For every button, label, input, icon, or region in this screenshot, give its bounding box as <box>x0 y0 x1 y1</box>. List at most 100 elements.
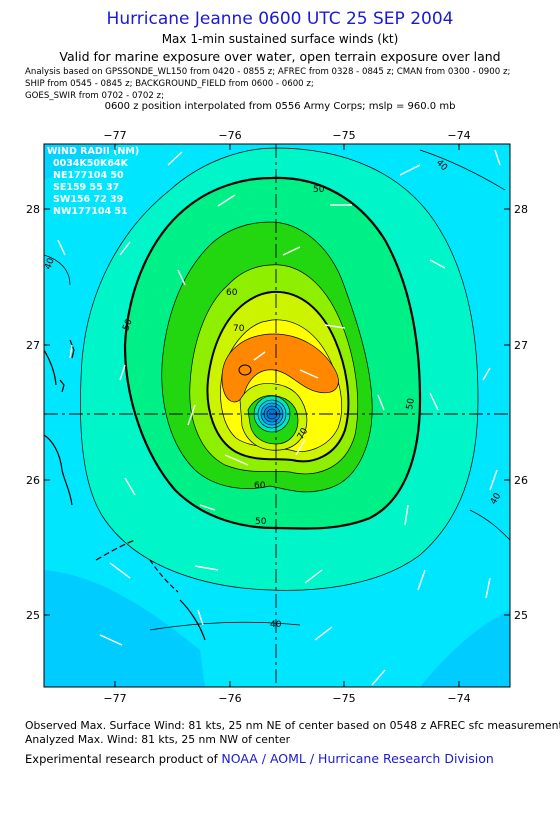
contour-label: 60 <box>254 481 266 491</box>
island-outline <box>44 349 57 386</box>
land-outlines <box>44 339 206 641</box>
wind-arrow <box>119 364 126 381</box>
contour-40kt-se <box>469 509 510 541</box>
analysis-sources-line-3: GOES_SWIR from 0702 - 0702 z; <box>25 91 164 101</box>
lon-label-top: −77 <box>103 129 126 142</box>
position-note: 0600 z position interpolated from 0556 A… <box>104 101 456 112</box>
wind-arrow <box>217 194 236 207</box>
wind-arrow <box>295 439 306 456</box>
wind-arrow <box>429 392 439 411</box>
map-title: Hurricane Jeanne 0600 UTC 25 SEP 2004 <box>106 9 454 29</box>
lat-label-left: 25 <box>26 609 40 622</box>
wind-arrow <box>197 609 204 626</box>
lat-label-right: 27 <box>514 339 528 352</box>
wind-radii-row-ne: NE177104 50 <box>53 170 124 181</box>
wind-arrow <box>371 669 386 686</box>
wind-arrow <box>489 469 498 491</box>
lat-label-left: 27 <box>26 339 40 352</box>
island-outline <box>69 339 75 359</box>
contour-label: 40 <box>270 620 282 630</box>
contour-label: 40 <box>43 257 56 271</box>
wind-arrow <box>485 577 491 599</box>
lon-label-bottom: −76 <box>218 692 241 705</box>
wind-radii-row-se: SE159 55 37 <box>53 182 119 193</box>
wind-radii-row-sw: SW156 72 39 <box>53 194 123 205</box>
wind-arrow <box>399 164 421 176</box>
wind-arrow <box>404 504 409 526</box>
analysis-sources-line-1: Analysis based on GPSSONDE_WL150 from 04… <box>25 67 511 77</box>
wind-arrow <box>417 569 426 591</box>
credit-line: Experimental research product of NOAA / … <box>25 751 494 766</box>
wind-radii-table: WIND RADII (NM) 0034K50K64K NE177104 50 … <box>47 146 139 217</box>
wind-arrow <box>199 504 216 511</box>
wind-arrow <box>429 259 446 269</box>
wind-arrow <box>187 404 196 426</box>
wind-arrow <box>167 151 183 166</box>
plot-frame <box>43 143 511 688</box>
island-outline <box>149 559 179 593</box>
wind-arrow <box>124 477 136 496</box>
contour-label: 60 <box>226 288 238 298</box>
lon-label-bottom: −75 <box>332 692 355 705</box>
lat-label-left: 28 <box>26 203 40 216</box>
wind-arrow <box>119 241 131 256</box>
contour-40kt-ne <box>419 149 506 191</box>
wind-radii-title: WIND RADII (NM) <box>47 146 139 157</box>
island-outline <box>44 434 73 506</box>
wind-arrow <box>304 569 323 584</box>
contour-labels: 40 50 60 70 40 50 50 60 70 50 40 40 <box>43 158 503 630</box>
longitude-labels-bottom: −77 −76 −75 −74 <box>103 692 470 705</box>
wind-arrow <box>99 634 123 646</box>
max-wind-marker <box>238 364 252 376</box>
lon-label-top: −74 <box>447 129 470 142</box>
wind-arrow <box>57 239 66 256</box>
wind-arrow <box>494 149 501 166</box>
latitude-labels-left: 28 27 26 25 <box>26 203 40 622</box>
wind-radii-row-nw: NW177104 51 <box>53 206 128 217</box>
wind-field-plot: 40 50 60 70 40 50 50 60 70 50 40 40 WIND… <box>43 144 510 687</box>
lat-label-right: 28 <box>514 203 528 216</box>
wind-arrow <box>377 394 385 411</box>
tick-marks <box>44 144 510 687</box>
island-outline <box>59 379 65 393</box>
lon-label-top: −76 <box>218 129 241 142</box>
analyzed-max-wind: Analyzed Max. Wind: 81 kts, 25 nm NW of … <box>25 733 291 746</box>
lon-label-top: −75 <box>332 129 355 142</box>
lon-label-bottom: −77 <box>103 692 126 705</box>
island-outline <box>95 539 136 561</box>
validity-note: Valid for marine exposure over water, op… <box>59 49 501 64</box>
wind-arrow <box>224 454 249 466</box>
latitude-labels-right: 28 27 26 25 <box>514 203 528 622</box>
island-outline <box>179 599 206 641</box>
wind-radii-header: 0034K50K64K <box>53 158 129 169</box>
lat-label-right: 25 <box>514 609 528 622</box>
wind-arrow <box>109 562 131 579</box>
wind-arrow <box>69 344 73 359</box>
credit-link[interactable]: NOAA / AOML / Hurricane Research Divisio… <box>221 751 494 766</box>
wind-arrow <box>482 367 491 381</box>
wind-arrow <box>177 269 186 286</box>
contour-40kt-west <box>44 254 71 286</box>
low-wind-region-se <box>420 610 510 687</box>
longitude-labels-top: −77 −76 −75 −74 <box>103 129 470 142</box>
contour-label: 50 <box>121 318 134 332</box>
low-wind-region-sw <box>44 570 205 687</box>
observed-max-wind: Observed Max. Surface Wind: 81 kts, 25 n… <box>25 719 560 732</box>
wind-arrow <box>324 324 346 329</box>
credit-prefix: Experimental research product of <box>25 752 222 766</box>
wind-arrow <box>314 626 333 641</box>
lat-label-left: 26 <box>26 474 40 487</box>
wind-arrow <box>194 565 219 571</box>
contour-label: 70 <box>233 324 245 334</box>
analysis-sources-line-2: SHIP from 0545 - 0845 z; BACKGROUND_FIEL… <box>25 79 314 89</box>
contour-label: 50 <box>405 397 417 410</box>
lon-label-bottom: −74 <box>447 692 470 705</box>
map-subtitle: Max 1-min sustained surface winds (kt) <box>161 32 399 46</box>
wind-arrow <box>253 351 266 361</box>
lat-label-right: 26 <box>514 474 528 487</box>
contour-label: 50 <box>255 517 267 527</box>
contour-40kt-south <box>149 621 301 631</box>
low-wind-region-nw <box>44 144 120 180</box>
wind-arrow <box>282 246 301 256</box>
